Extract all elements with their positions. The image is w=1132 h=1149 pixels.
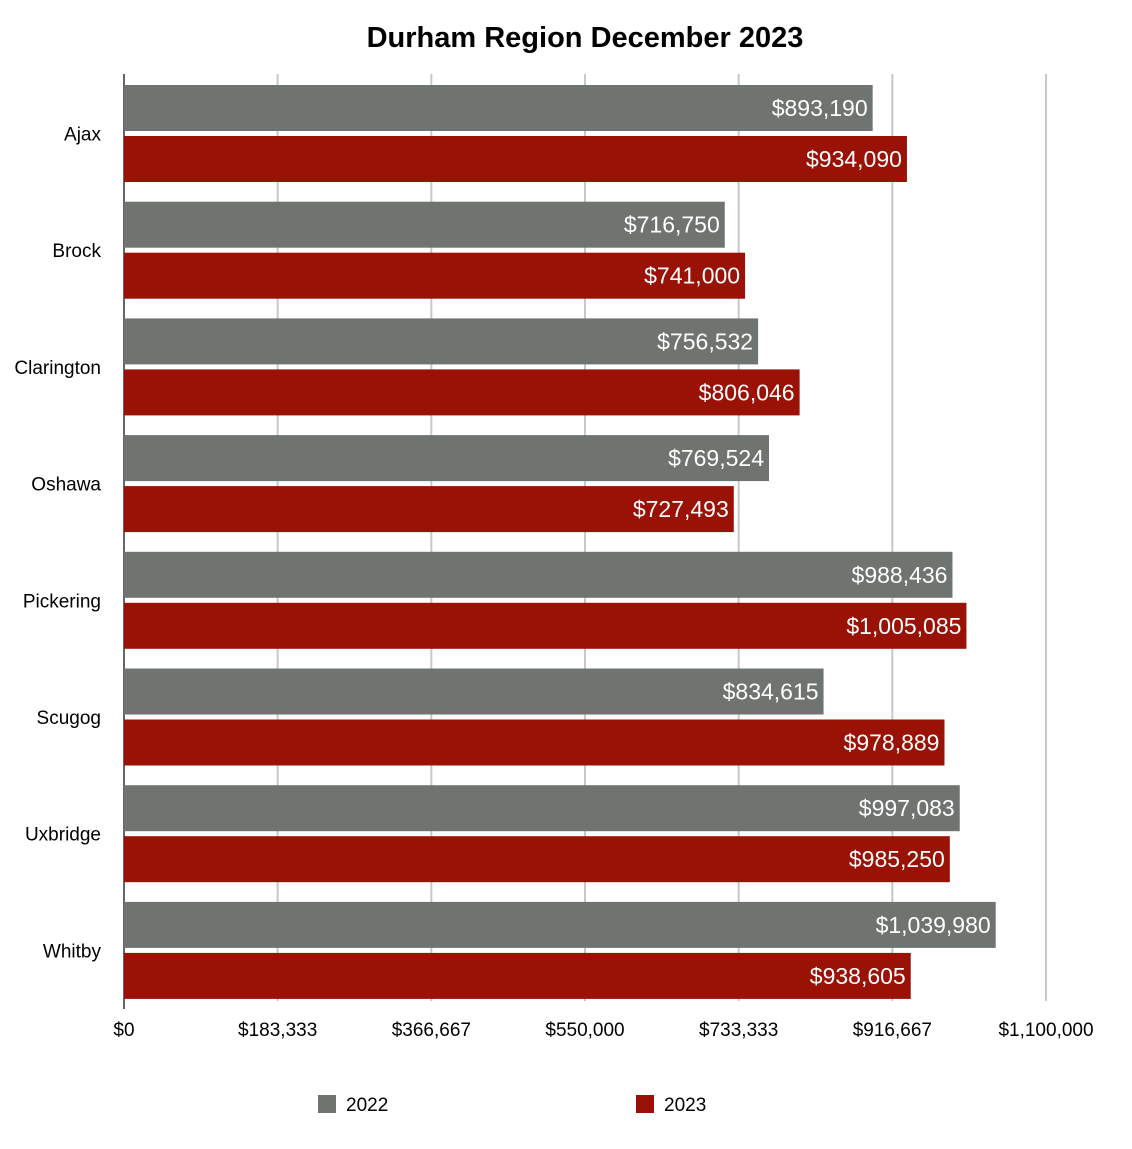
category-label: Oshawa: [31, 475, 101, 496]
x-tick-label: $183,333: [238, 1020, 317, 1041]
legend: 2022 2023: [318, 1095, 706, 1116]
x-tick-label: $733,333: [699, 1020, 778, 1041]
legend-swatch-2023: [636, 1095, 654, 1113]
bar-2023: [124, 369, 800, 416]
data-label: $741,000: [644, 263, 740, 289]
data-label: $997,083: [859, 795, 955, 821]
category-label: Brock: [52, 241, 101, 262]
bar-2022: [124, 318, 759, 365]
bar-2022: [124, 85, 873, 131]
bar-2022: [124, 901, 996, 948]
category-label: Scugog: [37, 708, 101, 729]
chart-title: Durham Region December 2023: [367, 22, 804, 54]
bar-2023: [124, 136, 907, 182]
data-label: $1,005,085: [846, 613, 961, 639]
bar-2022: [124, 668, 824, 715]
bars: [124, 85, 996, 999]
category-label: Pickering: [23, 591, 101, 612]
category-label: Ajax: [64, 125, 101, 146]
x-tick-label: $366,667: [392, 1020, 471, 1041]
bar-2022: [124, 201, 725, 248]
bar-2022: [124, 435, 770, 482]
data-label: $938,605: [810, 963, 906, 989]
bar-2023: [124, 719, 945, 766]
x-axis-ticks: $0 $183,333 $366,667 $550,000 $733,333 $916,6…: [113, 1020, 1093, 1041]
data-label: $1,039,980: [876, 912, 991, 938]
x-tick-label: $916,667: [853, 1020, 932, 1041]
category-label: Clarington: [14, 358, 101, 379]
legend-label: 2023: [664, 1095, 706, 1116]
data-label: $756,532: [657, 328, 753, 354]
data-label: $893,190: [772, 95, 868, 121]
legend-swatch-2022: [318, 1095, 336, 1113]
data-label: $934,090: [806, 146, 902, 172]
bar-2023: [124, 836, 950, 883]
legend-label: 2022: [346, 1095, 388, 1116]
bar-2023: [124, 952, 911, 999]
data-label: $834,615: [723, 679, 819, 705]
bar-2023: [124, 252, 746, 299]
bar-2023: [124, 602, 967, 649]
x-tick-label: $0: [113, 1020, 134, 1041]
category-label: Uxbridge: [25, 825, 101, 846]
data-label: $988,436: [852, 562, 948, 588]
category-labels: Ajax Brock Clarington Oshawa Pickering Scugog…: [14, 125, 101, 963]
data-label: $727,493: [633, 496, 729, 522]
data-label: $985,250: [849, 846, 945, 872]
category-label: Whitby: [43, 941, 102, 962]
data-label: $806,046: [699, 379, 795, 405]
bar-2022: [124, 551, 953, 598]
x-tick-label: $550,000: [545, 1020, 624, 1041]
bar-2022: [124, 785, 960, 832]
data-label: $716,750: [624, 212, 720, 238]
x-tick-label: $1,100,000: [998, 1020, 1093, 1041]
data-label: $978,889: [844, 730, 940, 756]
data-label: $769,524: [668, 445, 764, 471]
bar-2023: [124, 486, 734, 533]
data-labels: $893,190 $934,090 $716,750 $741,000 $756,532…: [624, 95, 991, 989]
